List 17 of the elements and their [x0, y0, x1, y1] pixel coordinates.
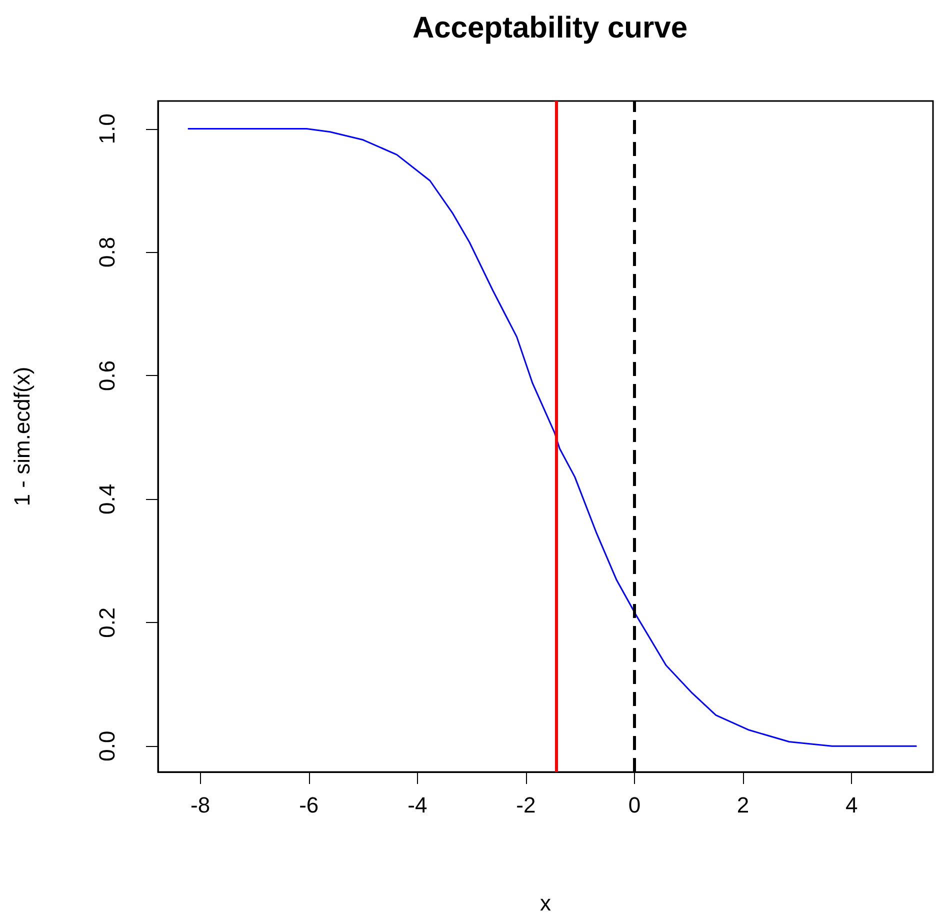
x-tick-label: -6 [299, 792, 319, 818]
y-tick-label: 0.8 [94, 236, 120, 268]
x-tick-label: -2 [516, 792, 536, 818]
x-axis-title: x [540, 890, 551, 916]
x-tick-label: 2 [736, 792, 750, 818]
chart-title: Acceptability curve [412, 12, 688, 44]
x-tick-label: -4 [408, 792, 428, 818]
y-tick-label: 0.4 [94, 484, 120, 514]
y-tick-label: 0.6 [94, 360, 120, 391]
y-tick-label: 1.0 [94, 113, 120, 144]
y-tick-label: 0.2 [94, 607, 120, 638]
x-tick-label: 4 [845, 792, 858, 818]
y-axis-title: 1 - sim.ecdf(x) [10, 366, 34, 506]
y-tick-label: 0.0 [94, 730, 120, 762]
line-series [187, 128, 918, 747]
x-tick-label: 0 [628, 792, 641, 818]
x-tick-label: -8 [190, 792, 210, 818]
